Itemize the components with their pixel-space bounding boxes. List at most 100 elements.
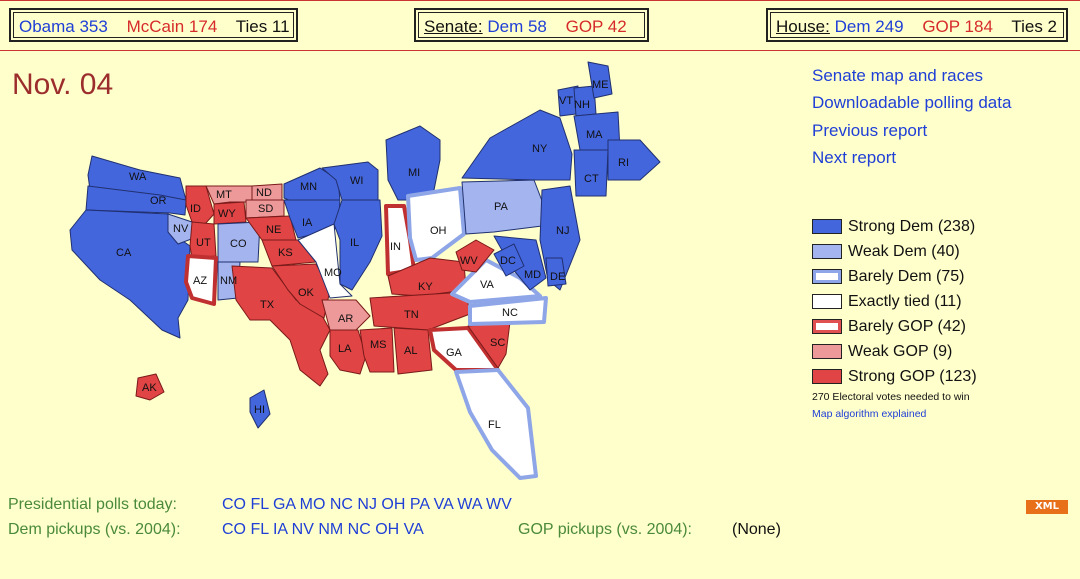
label-NJ: NJ: [556, 225, 569, 237]
state-MD[interactable]: [493, 235, 547, 291]
label-TX: TX: [260, 299, 275, 311]
label-AZ: AZ: [193, 275, 207, 287]
state-SC[interactable]: [467, 321, 511, 369]
legend-weak-gop: Weak GOP (9): [812, 339, 977, 364]
state-KY[interactable]: [387, 257, 467, 297]
house-score-box: House: Dem 249 GOP 184 Ties 2: [766, 8, 1068, 42]
state-MN[interactable]: [283, 167, 341, 206]
label-GA: GA: [446, 347, 463, 359]
label-NE: NE: [266, 224, 281, 236]
state-VA[interactable]: [450, 258, 542, 304]
label-PA: PA: [494, 201, 509, 213]
state-AZ[interactable]: [184, 254, 218, 306]
label-KS: KS: [278, 247, 293, 259]
previous-report-link[interactable]: Previous report: [812, 120, 928, 140]
state-OR[interactable]: [85, 185, 187, 216]
state-DE[interactable]: [545, 257, 567, 287]
state-NE[interactable]: [245, 215, 297, 241]
state-TX[interactable]: [231, 265, 331, 387]
state-CO[interactable]: [217, 221, 261, 263]
state-OH[interactable]: [406, 186, 466, 262]
state-NC[interactable]: [468, 296, 548, 326]
state-MO[interactable]: [297, 223, 353, 299]
label-WI: WI: [350, 175, 363, 187]
label-NC: NC: [502, 307, 518, 319]
label-LA: LA: [338, 343, 352, 355]
label-MN: MN: [300, 181, 317, 193]
state-WV[interactable]: [455, 239, 495, 273]
legend-label: Exactly tied (11): [848, 292, 962, 310]
swatch-weak-dem: [812, 244, 842, 259]
next-report-link[interactable]: Next report: [812, 147, 897, 167]
state-FL[interactable]: [454, 368, 538, 480]
senate-link[interactable]: Senate:: [424, 17, 483, 36]
state-MA[interactable]: [573, 111, 621, 151]
label-UT: UT: [196, 237, 211, 249]
state-ID[interactable]: [185, 185, 215, 225]
state-NY[interactable]: [461, 109, 573, 181]
state-TN[interactable]: [369, 291, 471, 331]
top-divider: [0, 0, 1080, 1]
house-link[interactable]: House:: [776, 17, 830, 36]
label-DC: DC: [500, 255, 516, 267]
state-NJ[interactable]: [539, 185, 581, 291]
polling-data-link[interactable]: Downloadable polling data: [812, 93, 1012, 113]
label-MT: MT: [216, 189, 232, 201]
state-WY[interactable]: [213, 201, 247, 225]
dem-pickups-states[interactable]: CO FL IA NV NM NC OH VA: [222, 521, 424, 538]
label-OH: OH: [430, 225, 447, 237]
votes-needed-note: 270 Electoral votes needed to win: [812, 391, 970, 403]
state-SD[interactable]: [245, 199, 285, 219]
label-WY: WY: [218, 208, 236, 220]
state-CA[interactable]: [69, 209, 191, 339]
swatch-weak-gop: [812, 344, 842, 359]
state-VT[interactable]: [557, 85, 579, 117]
state-CT[interactable]: [573, 149, 609, 197]
state-NH[interactable]: [573, 85, 597, 117]
legend-weak-dem: Weak Dem (40): [812, 239, 977, 264]
label-OR: OR: [150, 195, 167, 207]
house-dem: Dem 249: [834, 17, 904, 36]
state-IN[interactable]: [384, 204, 416, 276]
state-WI[interactable]: [321, 161, 379, 201]
gop-pickups-label: GOP pickups (vs. 2004):: [518, 521, 692, 538]
label-WV: WV: [460, 255, 478, 267]
state-NM[interactable]: [217, 261, 241, 301]
legend-label: Weak Dem (40): [848, 242, 960, 260]
state-WA[interactable]: [87, 155, 187, 201]
state-GA[interactable]: [428, 326, 500, 372]
state-PA[interactable]: [461, 179, 545, 235]
state-OK[interactable]: [271, 263, 331, 319]
label-CA: CA: [116, 247, 132, 259]
swatch-strong-dem: [812, 219, 842, 234]
header-divider: [0, 50, 1080, 51]
state-AK[interactable]: [135, 373, 165, 401]
polls-today-states[interactable]: CO FL GA MO NC NJ OH PA VA WA WV: [222, 496, 512, 513]
state-MI[interactable]: [385, 125, 441, 201]
label-TN: TN: [404, 309, 419, 321]
legend-label: Barely Dem (75): [848, 267, 965, 285]
state-ME[interactable]: [587, 61, 613, 99]
state-AL[interactable]: [393, 327, 433, 375]
xml-feed-button[interactable]: XML: [1026, 500, 1068, 514]
state-RI[interactable]: [607, 139, 661, 181]
state-MS[interactable]: [359, 327, 395, 373]
state-IL[interactable]: [333, 199, 383, 291]
state-HI[interactable]: [249, 389, 271, 429]
algorithm-link[interactable]: Map algorithm explained: [812, 408, 927, 420]
label-NY: NY: [532, 143, 548, 155]
state-AR[interactable]: [321, 299, 371, 331]
label-NH: NH: [574, 99, 590, 111]
state-NV[interactable]: [167, 213, 195, 245]
senate-map-link[interactable]: Senate map and races: [812, 66, 984, 85]
state-UT[interactable]: [189, 221, 217, 259]
state-IA[interactable]: [283, 199, 341, 239]
label-DE: DE: [550, 271, 565, 283]
label-VA: VA: [480, 279, 495, 291]
state-MT[interactable]: [205, 185, 253, 205]
state-ND[interactable]: [251, 183, 283, 201]
label-KY: KY: [418, 281, 433, 293]
state-KS[interactable]: [261, 239, 317, 267]
state-DC[interactable]: [493, 243, 525, 277]
state-LA[interactable]: [329, 329, 367, 375]
